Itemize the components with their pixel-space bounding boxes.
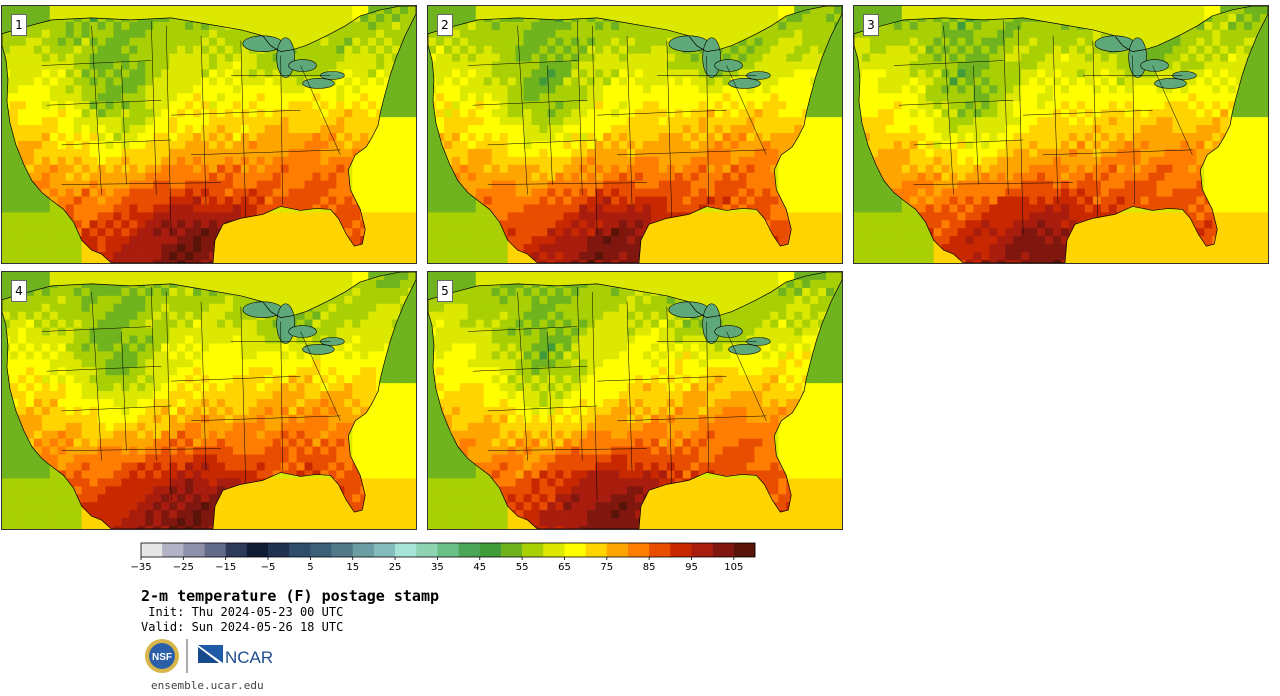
temperature-map	[428, 6, 842, 263]
nsf-logo-icon: NSF	[145, 639, 179, 673]
website-url[interactable]: ensemble.ucar.edu	[151, 679, 264, 692]
state-borders	[41, 20, 341, 235]
colorbar-swatch	[733, 543, 756, 557]
coastline	[428, 272, 842, 529]
great-lake	[1154, 78, 1187, 89]
colorbar-swatch	[416, 543, 438, 557]
figure-title: 2-m temperature (F) postage stamp	[141, 587, 440, 605]
colorbar-swatch	[543, 543, 565, 557]
colorbar-swatch	[246, 543, 269, 557]
colorbar-swatch	[606, 543, 629, 557]
colorbar-swatch	[522, 543, 544, 557]
colorbar-swatch	[373, 543, 396, 557]
state-borders	[467, 20, 767, 235]
colorbar-swatch	[331, 543, 354, 557]
map-panel-1: 1	[1, 5, 417, 264]
map-panel-2: 2	[427, 5, 843, 264]
colorbar-swatch	[352, 543, 375, 557]
coastline	[428, 6, 842, 263]
temperature-map	[2, 272, 416, 529]
great-lake	[302, 344, 335, 355]
panel-label: 4	[11, 280, 27, 302]
nsf-ncar-logo: NSF NCAR	[145, 639, 273, 673]
colorbar-swatch	[162, 543, 184, 557]
nsf-logo-text: NSF	[152, 652, 172, 663]
colorbar-swatch	[627, 543, 650, 557]
great-lake	[288, 59, 317, 72]
great-lake	[302, 78, 335, 89]
great-lake	[1140, 59, 1169, 72]
great-lake	[276, 303, 295, 344]
colorbar-swatch	[649, 543, 671, 557]
colorbar-swatch	[141, 543, 163, 557]
colorbar-tick-label: 45	[473, 562, 486, 573]
coastline	[2, 272, 416, 529]
great-lake	[714, 325, 743, 338]
colorbar-tick-label: −15	[215, 562, 236, 573]
colorbar-swatch	[225, 543, 248, 557]
colorbar-tick-label: −35	[131, 562, 152, 573]
colorbar-swatch	[310, 543, 332, 557]
colorbar-swatch	[564, 543, 586, 557]
colorbar-swatch	[712, 543, 735, 557]
great-lake	[728, 78, 761, 89]
colorbar-swatch	[395, 543, 417, 557]
init-time: Init: Thu 2024-05-23 00 UTC	[141, 605, 344, 619]
colorbar-tick-label: 105	[724, 562, 743, 573]
colorbar-tick-label: 75	[600, 562, 613, 573]
great-lake	[276, 37, 295, 78]
map-panel-3: 3	[853, 5, 1269, 264]
ncar-logo-text: NCAR	[225, 648, 273, 667]
colorbar-swatch	[479, 543, 502, 557]
colorbar-swatch	[437, 543, 459, 557]
colorbar-tick-label: 5	[307, 562, 313, 573]
state-borders	[893, 20, 1193, 235]
colorbar-tick-label: −5	[261, 562, 276, 573]
great-lake	[702, 37, 721, 78]
temperature-map	[854, 6, 1268, 263]
colorbar-swatch	[691, 543, 713, 557]
map-panel-4: 4	[1, 271, 417, 530]
panel-label: 3	[863, 14, 879, 36]
colorbar-tick-label: −25	[173, 562, 194, 573]
colorbar-swatch	[458, 543, 481, 557]
panel-label: 1	[11, 14, 27, 36]
map-panel-5: 5	[427, 271, 843, 530]
great-lake	[702, 303, 721, 344]
colorbar-swatch	[670, 543, 692, 557]
panel-label: 2	[437, 14, 453, 36]
valid-time: Valid: Sun 2024-05-26 18 UTC	[141, 620, 344, 634]
colorbar-tick-label: 95	[685, 562, 698, 573]
coastline	[854, 6, 1268, 263]
temperature-colorbar: −35−25−15−55152535455565758595105115	[131, 542, 767, 573]
state-borders	[467, 286, 767, 501]
colorbar-tick-label: 65	[558, 562, 571, 573]
great-lake	[728, 344, 761, 355]
great-lake	[714, 59, 743, 72]
ncar-logo-icon: NCAR	[198, 645, 273, 667]
temperature-map	[2, 6, 416, 263]
colorbar-swatch	[585, 543, 608, 557]
state-borders	[41, 286, 341, 501]
coastline	[2, 6, 416, 263]
great-lake	[1128, 37, 1147, 78]
panel-label: 5	[437, 280, 453, 302]
colorbar-tick-label: 85	[643, 562, 656, 573]
temperature-map	[428, 272, 842, 529]
colorbar-tick-label: 55	[516, 562, 529, 573]
colorbar-tick-label: 25	[389, 562, 402, 573]
colorbar-swatch	[500, 543, 523, 557]
colorbar-swatch	[183, 543, 205, 557]
great-lake	[288, 325, 317, 338]
colorbar-tick-label: 15	[346, 562, 359, 573]
colorbar-tick-label: 35	[431, 562, 444, 573]
colorbar-swatch	[268, 543, 290, 557]
colorbar-swatch	[289, 543, 311, 557]
colorbar-swatch	[204, 543, 226, 557]
